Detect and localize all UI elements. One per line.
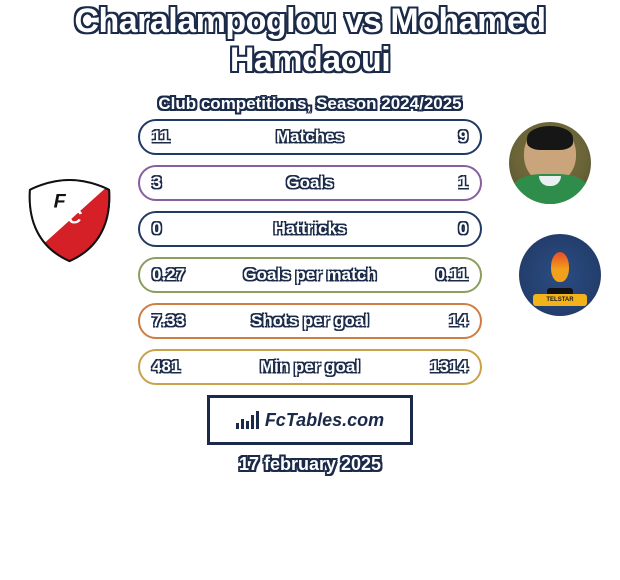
stats-list: 11 Matches 9 3 Goals 1 0 Hattricks 0 0.27 Goals pe…: [138, 119, 482, 395]
bar-chart-icon: [236, 411, 259, 429]
player-left-avatar: [5, 120, 117, 154]
stat-row: 3 Goals 1: [138, 165, 482, 201]
stat-right-value: 0.11: [436, 265, 468, 285]
stat-right-value: 0: [459, 219, 468, 239]
club-left-badge: F C: [19, 176, 120, 265]
footer-date: 17 february 2025: [0, 454, 620, 475]
stat-right-value: 14: [449, 311, 468, 331]
stat-label: Matches: [276, 127, 344, 147]
stat-row: 11 Matches 9: [138, 119, 482, 155]
page-title: Charalampoglou vs Mohamed Hamdaoui: [0, 2, 620, 80]
stat-left-value: 0.27: [152, 265, 185, 285]
stat-left-value: 0: [152, 219, 161, 239]
brand-logo: FcTables.com: [207, 395, 413, 445]
svg-text:F: F: [54, 191, 67, 213]
stat-left-value: 11: [152, 127, 170, 147]
stat-right-value: 9: [459, 127, 468, 147]
subtitle: Club competitions, Season 2024/2025: [0, 94, 620, 114]
stat-left-value: 481: [152, 357, 180, 377]
club-right-banner: TELSTAR: [533, 294, 587, 306]
stat-left-value: 7.33: [152, 311, 185, 331]
stat-label: Min per goal: [260, 357, 360, 377]
svg-text:C: C: [68, 206, 83, 228]
stat-label: Shots per goal: [251, 311, 369, 331]
stat-right-value: 1314: [430, 357, 468, 377]
stat-left-value: 3: [152, 173, 161, 193]
stat-label: Goals: [286, 173, 333, 193]
club-right-badge: TELSTAR: [519, 234, 601, 316]
brand-text: FcTables.com: [265, 410, 384, 431]
stat-row: 0 Hattricks 0: [138, 211, 482, 247]
stat-row: 0.27 Goals per match 0.11: [138, 257, 482, 293]
stat-right-value: 1: [459, 173, 468, 193]
player-right-avatar: [509, 122, 591, 204]
stat-label: Hattricks: [274, 219, 347, 239]
stat-label: Goals per match: [243, 265, 376, 285]
comparison-infographic: Charalampoglou vs Mohamed Hamdaoui Club …: [0, 0, 620, 580]
stat-row: 7.33 Shots per goal 14: [138, 303, 482, 339]
stat-row: 481 Min per goal 1314: [138, 349, 482, 385]
